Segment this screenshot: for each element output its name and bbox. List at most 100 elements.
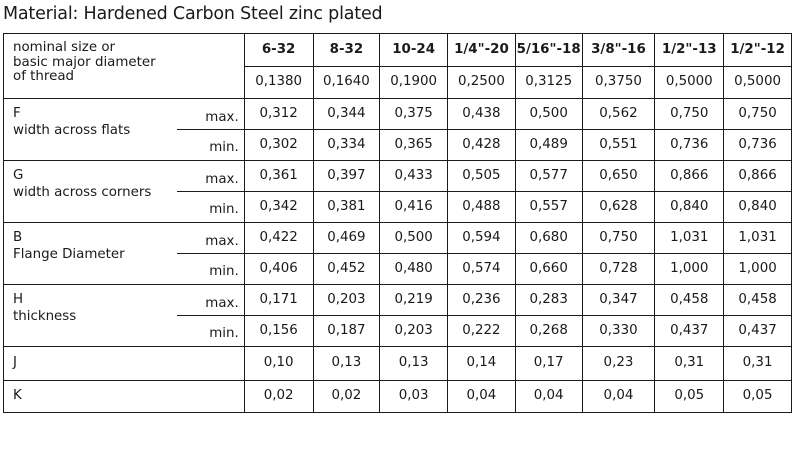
- min-label: min.: [177, 129, 245, 161]
- value-cell: 0,650: [581, 160, 656, 192]
- value-cell: 0,480: [379, 253, 449, 285]
- value-cell: 0,17: [514, 346, 583, 381]
- value-cell: 0,458: [654, 284, 725, 316]
- value-cell: 0,283: [514, 284, 583, 316]
- value-cell: 0,438: [447, 98, 516, 130]
- size-cell: 1/4"-20: [447, 33, 516, 67]
- value-cell: 0,203: [379, 315, 449, 347]
- dimension-letter: B: [13, 230, 23, 245]
- value-cell: 0,397: [312, 160, 381, 192]
- max-label: max.: [177, 98, 245, 130]
- value-cell: 0,458: [723, 284, 792, 316]
- max-label: max.: [177, 284, 245, 316]
- size-cell: 8-32: [312, 33, 381, 67]
- table-row: min. 0,156 0,187 0,203 0,222 0,268 0,330 0,437 0…: [4, 315, 792, 347]
- value-cell: 0,489: [514, 129, 583, 161]
- diameter-cell: 0,1640: [312, 66, 381, 99]
- value-cell: 0,750: [654, 98, 725, 130]
- page-title: Material: Hardened Carbon Steel zinc pla…: [3, 4, 383, 24]
- value-cell: 0,840: [654, 191, 725, 223]
- value-cell: 0,13: [312, 346, 381, 381]
- value-cell: 0,628: [581, 191, 656, 223]
- value-cell: 0,31: [654, 346, 725, 381]
- value-cell: 0,736: [723, 129, 792, 161]
- size-cell: 10-24: [379, 33, 449, 67]
- value-cell: 1,031: [723, 222, 792, 254]
- value-cell: 0,577: [514, 160, 583, 192]
- value-cell: 1,000: [723, 253, 792, 285]
- value-cell: 0,31: [723, 346, 792, 381]
- diameter-cell: 0,5000: [723, 66, 792, 99]
- diameter-cell: 0,2500: [447, 66, 516, 99]
- value-cell: 0,03: [379, 380, 449, 413]
- diameter-cell: 0,3125: [514, 66, 583, 99]
- diameter-cell: 0,3750: [581, 66, 656, 99]
- value-cell: 0,312: [243, 98, 314, 130]
- table-row: min. 0,302 0,334 0,365 0,428 0,489 0,551 0,736 0…: [4, 129, 792, 161]
- value-cell: 0,452: [312, 253, 381, 285]
- value-cell: 0,433: [379, 160, 449, 192]
- spec-table-body: nominal size or basic major diameter of …: [3, 33, 792, 413]
- value-cell: 0,04: [581, 380, 656, 413]
- value-cell: 0,302: [243, 129, 314, 161]
- value-cell: 0,330: [581, 315, 656, 347]
- value-cell: 0,500: [379, 222, 449, 254]
- dimension-letter: H: [13, 292, 24, 307]
- max-label: max.: [177, 160, 245, 192]
- min-label: min.: [177, 315, 245, 347]
- header-label-line: basic major diameter: [13, 54, 156, 70]
- value-cell: 0,344: [312, 98, 381, 130]
- value-cell: 0,406: [243, 253, 314, 285]
- header-row-diameters: 0,1380 0,1640 0,1900 0,2500 0,3125 0,375…: [4, 66, 792, 99]
- size-cell: 3/8"-16: [581, 33, 656, 67]
- value-cell: 0,219: [379, 284, 449, 316]
- value-cell: 0,557: [514, 191, 583, 223]
- value-cell: 0,04: [514, 380, 583, 413]
- value-cell: 0,10: [243, 346, 314, 381]
- value-cell: 0,342: [243, 191, 314, 223]
- size-cell: 1/2"-13: [654, 33, 725, 67]
- value-cell: 0,05: [723, 380, 792, 413]
- value-cell: 0,13: [379, 346, 449, 381]
- value-cell: 0,268: [514, 315, 583, 347]
- value-cell: 0,361: [243, 160, 314, 192]
- value-cell: 1,031: [654, 222, 725, 254]
- dimension-description: Flange Diameter: [13, 246, 125, 262]
- value-cell: 0,866: [654, 160, 725, 192]
- value-cell: 0,437: [654, 315, 725, 347]
- value-cell: 0,156: [243, 315, 314, 347]
- value-cell: 0,750: [581, 222, 656, 254]
- value-cell: 0,551: [581, 129, 656, 161]
- dimension-letter: F: [13, 106, 21, 121]
- value-cell: 0,347: [581, 284, 656, 316]
- value-cell: 0,416: [379, 191, 449, 223]
- value-cell: 0,23: [581, 346, 656, 381]
- value-cell: 0,381: [312, 191, 381, 223]
- value-cell: 0,02: [312, 380, 381, 413]
- value-cell: 0,222: [447, 315, 516, 347]
- min-label: min.: [177, 253, 245, 285]
- value-cell: 0,14: [447, 346, 516, 381]
- diameter-cell: 0,5000: [654, 66, 725, 99]
- table-row: B Flange Diameter max. 0,422 0,469 0,500 0,594…: [3, 222, 792, 285]
- diameter-cell: 0,1900: [379, 66, 449, 99]
- value-cell: 0,488: [447, 191, 516, 223]
- table-row: min. 0,406 0,452 0,480 0,574 0,660 0,728 1,000 1…: [4, 253, 792, 285]
- value-cell: 0,574: [447, 253, 516, 285]
- value-cell: 0,680: [514, 222, 583, 254]
- header-label-line: of thread: [13, 69, 75, 85]
- value-cell: 0,203: [312, 284, 381, 316]
- value-cell: 0,736: [654, 129, 725, 161]
- dimension-description: width across flats: [13, 122, 131, 138]
- dimension-letter: G: [13, 168, 24, 183]
- value-cell: 1,000: [654, 253, 725, 285]
- value-cell: 0,469: [312, 222, 381, 254]
- value-cell: 0,187: [312, 315, 381, 347]
- value-cell: 0,334: [312, 129, 381, 161]
- size-cell: 1/2"-12: [723, 33, 792, 67]
